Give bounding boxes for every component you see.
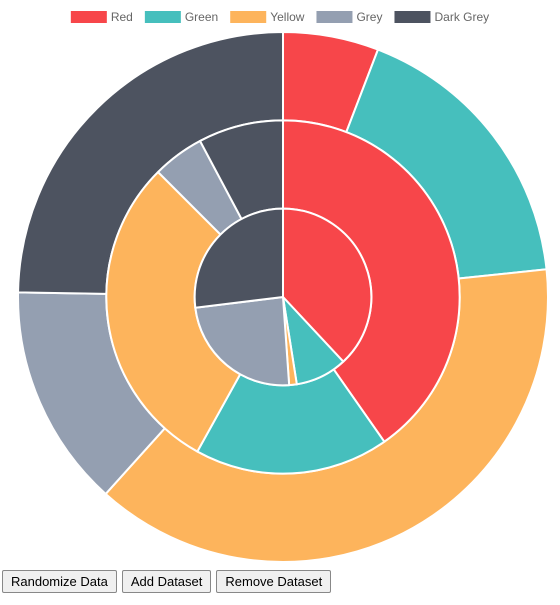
legend-label: Yellow — [270, 10, 305, 24]
remove-dataset-button[interactable]: Remove Dataset — [216, 570, 332, 593]
legend-swatch — [144, 11, 181, 23]
button-bar: Randomize Data Add Dataset Remove Datase… — [2, 570, 332, 593]
segment — [193, 207, 284, 309]
legend: Red Green Yellow Grey Dark Grey — [70, 10, 489, 24]
legend-label: Grey — [356, 10, 382, 24]
legend-swatch — [70, 11, 107, 23]
legend-swatch — [230, 11, 267, 23]
add-dataset-button[interactable]: Add Dataset — [121, 570, 212, 593]
legend-swatch — [316, 11, 353, 23]
legend-label: Dark Grey — [434, 10, 489, 24]
legend-label: Red — [111, 10, 133, 24]
legend-label: Green — [185, 10, 218, 24]
legend-swatch — [394, 11, 431, 23]
segment — [282, 207, 373, 364]
chart: Red Green Yellow Grey Dark Grey — [17, 10, 549, 563]
segment — [194, 295, 291, 387]
randomize-button[interactable]: Randomize Data — [2, 570, 117, 593]
